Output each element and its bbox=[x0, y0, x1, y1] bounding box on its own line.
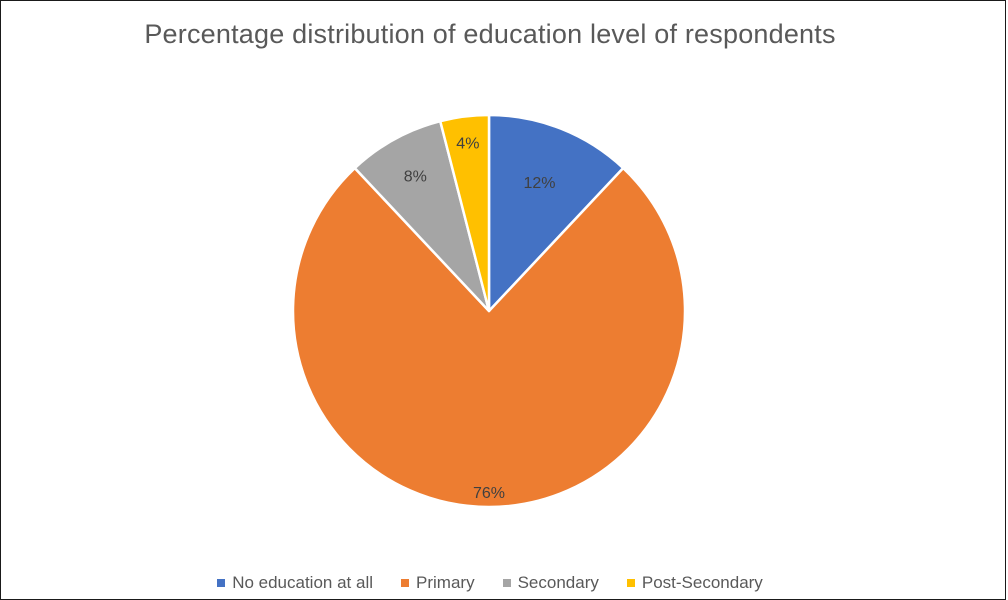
chart-legend: No education at all Primary Secondary Po… bbox=[1, 573, 979, 593]
legend-swatch-no-education bbox=[217, 579, 226, 587]
pie-slice-no-education bbox=[487, 113, 625, 313]
data-label-post-secondary: 4% bbox=[456, 135, 479, 152]
legend-item-secondary: Secondary bbox=[502, 573, 599, 593]
legend-swatch-secondary bbox=[502, 579, 511, 587]
legend-swatch-post-secondary bbox=[626, 579, 635, 587]
pie-slice-secondary bbox=[353, 119, 491, 313]
legend-label-primary: Primary bbox=[416, 573, 475, 592]
legend-item-post-secondary: Post-Secondary bbox=[626, 573, 763, 593]
pie-slice-primary bbox=[291, 166, 687, 509]
legend-swatch-primary bbox=[401, 579, 410, 587]
legend-label-post-secondary: Post-Secondary bbox=[641, 573, 763, 592]
pie-slice-post-secondary bbox=[439, 113, 491, 313]
legend-item-primary: Primary bbox=[401, 573, 475, 593]
legend-label-secondary: Secondary bbox=[517, 573, 599, 592]
legend-label-no-education: No education at all bbox=[232, 573, 374, 592]
data-label-no-education: 12% bbox=[523, 175, 555, 192]
data-label-secondary: 8% bbox=[404, 169, 427, 186]
legend-item-no-education: No education at all bbox=[217, 573, 373, 593]
data-label-primary: 76% bbox=[473, 485, 505, 502]
chart-title: Percentage distribution of education lev… bbox=[144, 19, 836, 49]
